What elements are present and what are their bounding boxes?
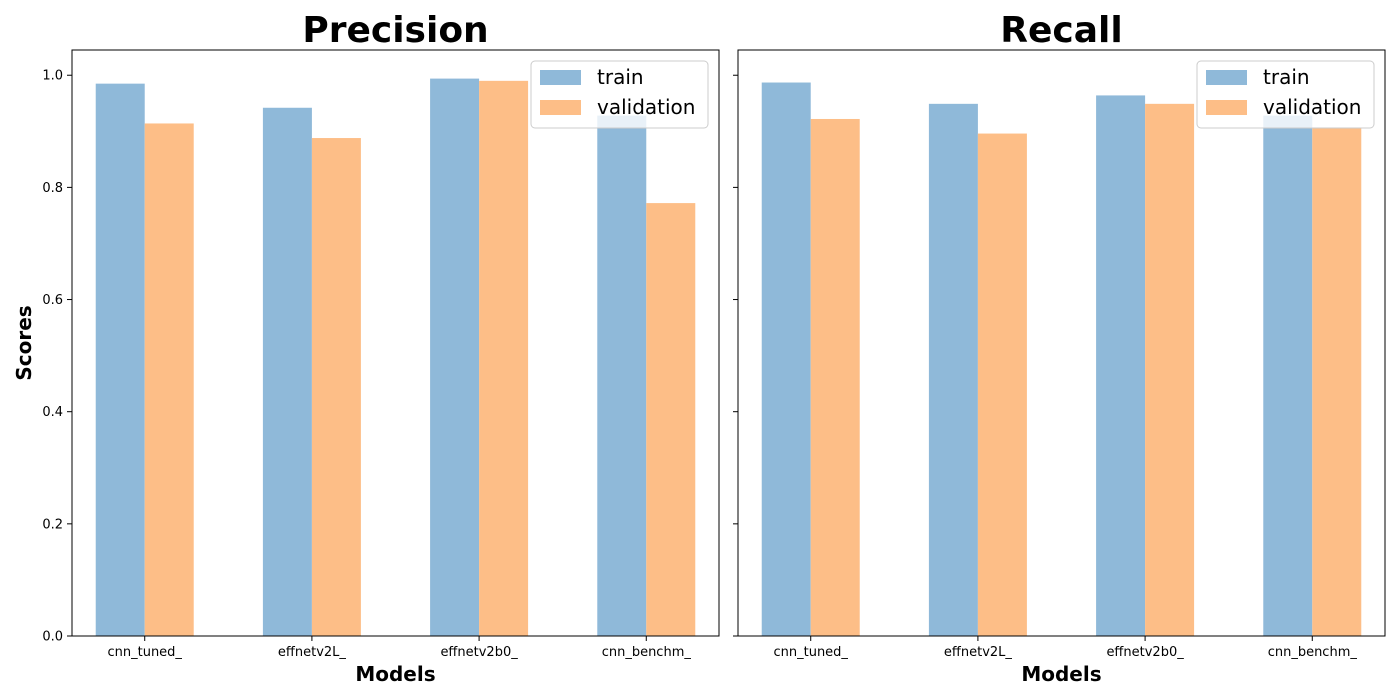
x-tick-label: cnn_benchm_ (602, 645, 692, 660)
x-tick-label: effnetv2b0_ (1106, 645, 1184, 660)
legend-label-train: train (1263, 65, 1310, 89)
bar-validation-effnetv2L_ (977, 133, 1027, 636)
x-tick-label: cnn_tuned_ (773, 645, 848, 660)
bar-train-effnetv2b0_ (430, 78, 480, 636)
y-tick-label: 0.0 (42, 630, 63, 645)
x-tick-label: cnn_benchm_ (1268, 645, 1358, 660)
chart-panel-1: 0.0 0.2 0.4 0.6 0.8 1.0 cnn_tuned_ effnetv2L_ ef… (12, 10, 720, 686)
bar-validation-effnetv2L_ (311, 138, 361, 636)
y-tick-label: 1.0 (42, 69, 63, 84)
legend-label-validation: validation (1263, 95, 1361, 119)
bar-validation-cnn_tuned_ (810, 118, 860, 636)
bar-validation-cnn_benchm_ (646, 203, 696, 636)
x-axis-label: Models (355, 662, 435, 686)
bar-train-effnetv2L_ (262, 107, 312, 636)
legend-label-validation: validation (597, 95, 695, 119)
bar-train-cnn_tuned_ (761, 82, 811, 636)
x-tick-label: cnn_tuned_ (107, 645, 182, 660)
chart-title: Recall (1000, 10, 1122, 51)
x-tick-label: effnetv2L_ (278, 645, 346, 660)
legend: train validation (530, 60, 709, 129)
y-tick-label: 0.2 (42, 517, 63, 532)
y-tick-label: 0.6 (42, 293, 63, 308)
legend-label-train: train (597, 65, 644, 89)
x-axis-label: Models (1021, 662, 1101, 686)
plot-frame (737, 49, 1386, 637)
bar-validation-effnetv2b0_ (479, 80, 529, 636)
legend-swatch-train (1206, 70, 1247, 85)
bar-validation-cnn_tuned_ (144, 123, 194, 637)
x-tick-label: effnetv2L_ (944, 645, 1012, 660)
y-tick-label: 0.8 (42, 181, 63, 196)
legend-swatch-validation (1206, 100, 1247, 115)
legend: train validation (1196, 60, 1375, 129)
plot-frame (71, 49, 720, 637)
legend-swatch-train (540, 70, 581, 85)
bar-validation-effnetv2b0_ (1145, 103, 1195, 636)
x-tick-label: effnetv2b0_ (440, 645, 518, 660)
legend-swatch-validation (540, 100, 581, 115)
bar-train-effnetv2L_ (928, 103, 978, 636)
bar-train-effnetv2b0_ (1096, 95, 1146, 637)
chart-panel-2: cnn_tuned_ effnetv2L_ effnetv2b0_ cnn_bench… (733, 10, 1386, 686)
bar-train-cnn_benchm_ (597, 115, 647, 637)
y-tick-label: 0.4 (42, 405, 63, 420)
chart-title: Precision (302, 10, 488, 51)
bar-train-cnn_tuned_ (95, 83, 145, 636)
bar-validation-cnn_benchm_ (1312, 127, 1362, 636)
bar-train-cnn_benchm_ (1263, 115, 1313, 637)
y-axis-label: Scores (12, 305, 36, 380)
